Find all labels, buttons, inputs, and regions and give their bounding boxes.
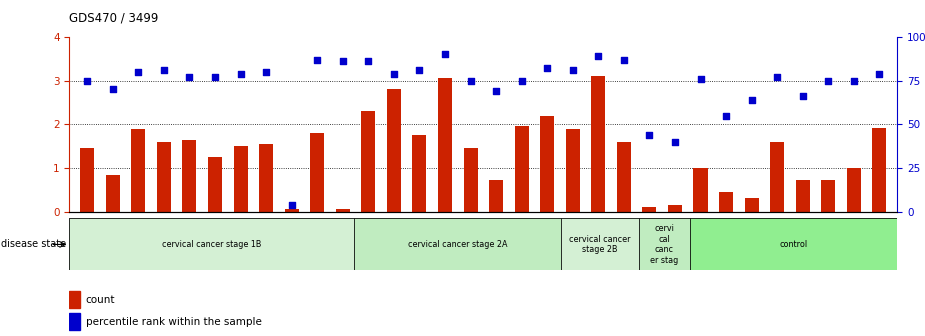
Point xyxy=(105,87,120,92)
Point xyxy=(668,139,683,144)
Bar xyxy=(438,79,452,212)
Bar xyxy=(413,135,426,212)
Bar xyxy=(80,149,94,212)
Bar xyxy=(566,129,580,212)
Bar xyxy=(561,218,638,270)
Point xyxy=(182,75,197,80)
Bar xyxy=(642,207,657,212)
Bar xyxy=(872,128,886,212)
Bar xyxy=(354,218,561,270)
Bar xyxy=(694,168,708,212)
Point xyxy=(488,88,503,94)
Bar xyxy=(617,142,631,212)
Bar xyxy=(362,111,376,212)
Point xyxy=(438,52,452,57)
Point xyxy=(846,78,861,83)
Bar xyxy=(310,133,325,212)
Bar xyxy=(540,116,554,212)
Bar xyxy=(638,218,690,270)
Bar xyxy=(285,210,299,212)
Bar xyxy=(336,209,350,212)
Point xyxy=(745,97,759,102)
Bar xyxy=(69,313,80,330)
Point xyxy=(156,68,171,73)
Text: cervical cancer stage 2A: cervical cancer stage 2A xyxy=(408,240,507,249)
Bar xyxy=(208,157,222,212)
Point xyxy=(412,68,426,73)
Bar xyxy=(690,218,897,270)
Point xyxy=(131,69,146,75)
Bar xyxy=(69,291,80,308)
Point xyxy=(642,132,657,137)
Point xyxy=(361,59,376,64)
Point xyxy=(514,78,529,83)
Bar xyxy=(489,180,503,212)
Point xyxy=(693,76,708,82)
Text: cervical cancer stage 1B: cervical cancer stage 1B xyxy=(162,240,262,249)
Text: control: control xyxy=(780,240,808,249)
Text: cervi
cal
canc
er stag: cervi cal canc er stag xyxy=(650,224,679,264)
Point xyxy=(820,78,835,83)
Point xyxy=(259,69,274,75)
Bar xyxy=(771,142,784,212)
Bar xyxy=(846,168,861,212)
Bar xyxy=(387,89,401,212)
Point xyxy=(770,75,784,80)
Bar xyxy=(131,129,145,212)
Point xyxy=(796,94,810,99)
Bar xyxy=(719,192,734,212)
Point xyxy=(872,71,887,76)
Bar xyxy=(796,180,809,212)
Point xyxy=(310,57,325,62)
Bar xyxy=(259,144,273,212)
Point xyxy=(284,202,299,207)
Point xyxy=(463,78,478,83)
Point xyxy=(616,57,631,62)
Point xyxy=(233,71,248,76)
Bar xyxy=(668,205,682,212)
Bar xyxy=(105,175,120,212)
Bar xyxy=(157,142,171,212)
Bar xyxy=(745,198,758,212)
Text: cervical cancer
stage 2B: cervical cancer stage 2B xyxy=(569,235,631,254)
Text: GDS470 / 3499: GDS470 / 3499 xyxy=(69,12,159,25)
Point xyxy=(207,75,222,80)
Text: disease state: disease state xyxy=(1,240,66,249)
Text: count: count xyxy=(85,295,115,305)
Point xyxy=(540,66,555,71)
Bar xyxy=(463,149,477,212)
Point xyxy=(336,59,351,64)
Bar xyxy=(591,76,605,212)
Bar xyxy=(233,146,248,212)
Text: percentile rank within the sample: percentile rank within the sample xyxy=(85,317,262,327)
Bar xyxy=(821,180,835,212)
Point xyxy=(80,78,94,83)
Point xyxy=(719,113,734,118)
Point xyxy=(387,71,401,76)
Bar xyxy=(182,140,196,212)
Point xyxy=(591,53,606,59)
Bar xyxy=(69,218,354,270)
Bar xyxy=(514,126,529,212)
Point xyxy=(565,68,580,73)
